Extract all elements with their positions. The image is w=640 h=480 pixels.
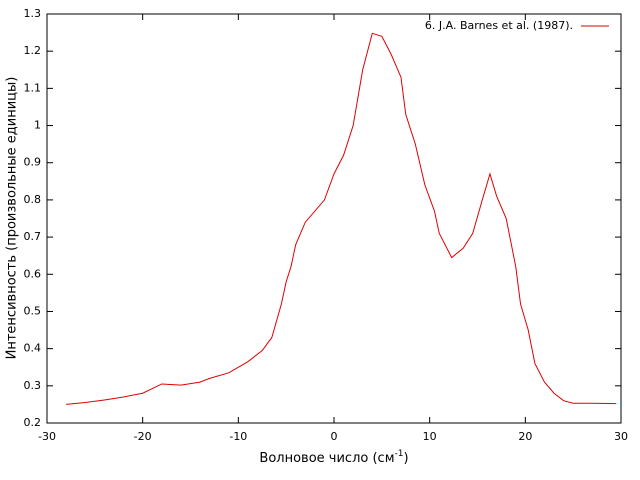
- x-axis-title: Волновое число (см-1): [259, 449, 408, 466]
- legend-label: 6. J.A. Barnes et al. (1987).: [425, 19, 573, 32]
- y-tick-label: 0.5: [24, 304, 42, 317]
- x-tick-label: 20: [518, 430, 532, 443]
- y-tick-label: 1: [34, 119, 41, 132]
- y-tick-label: 0.8: [24, 193, 42, 206]
- x-tick-label: -10: [229, 430, 247, 443]
- y-tick-label: 1.1: [24, 81, 42, 94]
- x-tick-label: 10: [423, 430, 437, 443]
- y-tick-label: 0.3: [24, 379, 42, 392]
- data-line: [66, 32, 617, 405]
- y-tick-label: 0.6: [24, 267, 42, 280]
- y-axis-title: Интенсивность (произвольные единицы): [5, 77, 20, 360]
- y-tick-label: 1.2: [24, 44, 42, 57]
- y-tick-label: 0.9: [24, 156, 42, 169]
- y-tick-label: 0.4: [24, 342, 42, 355]
- x-tick-label: 0: [331, 430, 338, 443]
- x-axis-title-main: Волновое число (см: [259, 451, 394, 466]
- y-tick-label: 0.2: [24, 416, 42, 429]
- x-axis-title-end: ): [403, 451, 408, 466]
- y-tick-label: 1.3: [24, 7, 42, 20]
- x-axis-title-sup: -1: [395, 449, 404, 459]
- x-tick-label: -30: [38, 430, 56, 443]
- y-tick-label: 0.7: [24, 230, 42, 243]
- x-tick-label: -20: [134, 430, 152, 443]
- x-tick-label: 30: [614, 430, 628, 443]
